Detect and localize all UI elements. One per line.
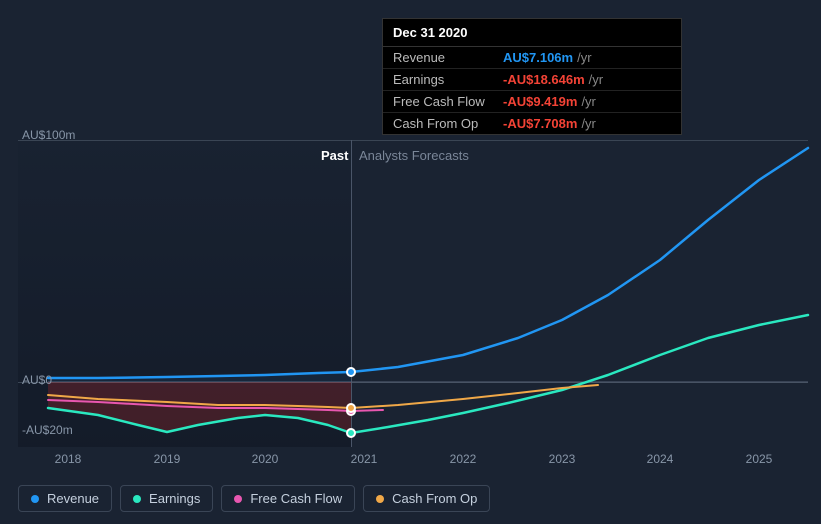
tooltip-metric-suffix: /yr [589, 72, 603, 87]
y-axis-label: -AU$20m [22, 423, 73, 437]
legend-label: Free Cash Flow [250, 491, 342, 506]
legend-dot-icon [133, 495, 141, 503]
x-axis-label: 2024 [647, 452, 674, 466]
tooltip-metric-value: -AU$18.646m [503, 72, 585, 87]
tooltip-metric-label: Revenue [393, 50, 503, 65]
tooltip-row: RevenueAU$7.106m/yr [383, 47, 681, 69]
x-axis-label: 2022 [450, 452, 477, 466]
x-axis-label: 2019 [154, 452, 181, 466]
legend: Revenue Earnings Free Cash Flow Cash From O… [18, 485, 490, 512]
tooltip-metric-label: Free Cash Flow [393, 94, 503, 109]
series-marker [346, 428, 356, 438]
legend-dot-icon [31, 495, 39, 503]
legend-label: Earnings [149, 491, 200, 506]
tooltip-row: Free Cash Flow-AU$9.419m/yr [383, 91, 681, 113]
plot-area[interactable] [18, 140, 808, 447]
tooltip-date: Dec 31 2020 [383, 19, 681, 47]
plot-svg [18, 140, 808, 447]
tooltip-row: Cash From Op-AU$7.708m/yr [383, 113, 681, 134]
legend-dot-icon [376, 495, 384, 503]
x-axis-label: 2023 [549, 452, 576, 466]
x-axis-label: 2025 [746, 452, 773, 466]
y-axis-label: AU$0 [22, 373, 52, 387]
legend-item[interactable]: Free Cash Flow [221, 485, 355, 512]
y-axis-label: AU$100m [22, 128, 75, 142]
tooltip-metric-value: AU$7.106m [503, 50, 573, 65]
legend-item[interactable]: Revenue [18, 485, 112, 512]
x-axis-label: 2020 [252, 452, 279, 466]
tooltip-metric-suffix: /yr [581, 94, 595, 109]
tooltip-metric-suffix: /yr [581, 116, 595, 131]
legend-label: Revenue [47, 491, 99, 506]
tooltip-metric-label: Cash From Op [393, 116, 503, 131]
tooltip-row: Earnings-AU$18.646m/yr [383, 69, 681, 91]
legend-item[interactable]: Earnings [120, 485, 213, 512]
tooltip-metric-value: -AU$9.419m [503, 94, 577, 109]
series-marker [346, 367, 356, 377]
financial-chart: Dec 31 2020 RevenueAU$7.106m/yrEarnings-… [0, 0, 821, 524]
x-axis-label: 2018 [55, 452, 82, 466]
tooltip-metric-suffix: /yr [577, 50, 591, 65]
legend-item[interactable]: Cash From Op [363, 485, 490, 512]
legend-dot-icon [234, 495, 242, 503]
x-axis-label: 2021 [351, 452, 378, 466]
section-label-past: Past [321, 148, 348, 163]
tooltip-rows: RevenueAU$7.106m/yrEarnings-AU$18.646m/y… [383, 47, 681, 134]
chart-tooltip: Dec 31 2020 RevenueAU$7.106m/yrEarnings-… [382, 18, 682, 135]
tooltip-metric-value: -AU$7.708m [503, 116, 577, 131]
legend-label: Cash From Op [392, 491, 477, 506]
series-marker [346, 403, 356, 413]
tooltip-metric-label: Earnings [393, 72, 503, 87]
section-label-forecast: Analysts Forecasts [359, 148, 469, 163]
